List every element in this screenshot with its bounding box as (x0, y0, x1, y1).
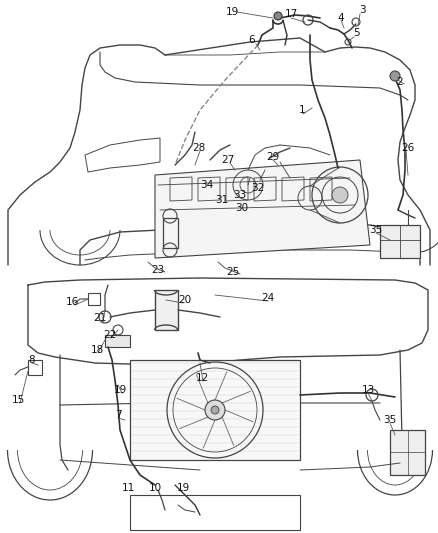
Polygon shape (390, 430, 425, 475)
Text: 17: 17 (284, 9, 298, 19)
Text: 28: 28 (192, 143, 205, 153)
Text: 19: 19 (226, 7, 239, 17)
Polygon shape (155, 160, 370, 258)
Text: 21: 21 (93, 313, 106, 323)
Circle shape (390, 71, 400, 81)
Text: 35: 35 (369, 225, 383, 235)
Text: 2: 2 (397, 77, 403, 87)
Text: 16: 16 (65, 297, 79, 307)
Text: 20: 20 (178, 295, 191, 305)
Text: 8: 8 (28, 355, 35, 365)
Text: 7: 7 (115, 410, 121, 420)
Text: 32: 32 (251, 183, 265, 193)
Text: 33: 33 (233, 190, 247, 200)
Polygon shape (105, 335, 130, 347)
Text: 15: 15 (11, 395, 25, 405)
Polygon shape (380, 225, 420, 258)
Text: 31: 31 (215, 195, 229, 205)
Text: 29: 29 (266, 152, 279, 162)
Text: 23: 23 (152, 265, 165, 275)
Text: 35: 35 (383, 415, 397, 425)
Text: 27: 27 (221, 155, 235, 165)
Text: 10: 10 (148, 483, 162, 493)
Circle shape (274, 12, 282, 20)
Circle shape (211, 406, 219, 414)
Text: 3: 3 (359, 5, 365, 15)
Polygon shape (130, 360, 300, 460)
Text: 34: 34 (200, 180, 214, 190)
Circle shape (332, 187, 348, 203)
Text: 13: 13 (361, 385, 374, 395)
Text: 4: 4 (338, 13, 344, 23)
Text: 11: 11 (121, 483, 134, 493)
Text: 12: 12 (195, 373, 208, 383)
Text: 24: 24 (261, 293, 275, 303)
Circle shape (205, 400, 225, 420)
Text: 19: 19 (177, 483, 190, 493)
Text: 26: 26 (401, 143, 415, 153)
Text: 5: 5 (353, 28, 359, 38)
Polygon shape (155, 290, 178, 330)
Text: 25: 25 (226, 267, 240, 277)
Text: 22: 22 (103, 330, 117, 340)
Text: 6: 6 (249, 35, 255, 45)
Text: 18: 18 (90, 345, 104, 355)
Text: 30: 30 (236, 203, 248, 213)
Text: 19: 19 (113, 385, 127, 395)
Text: 1: 1 (299, 105, 305, 115)
